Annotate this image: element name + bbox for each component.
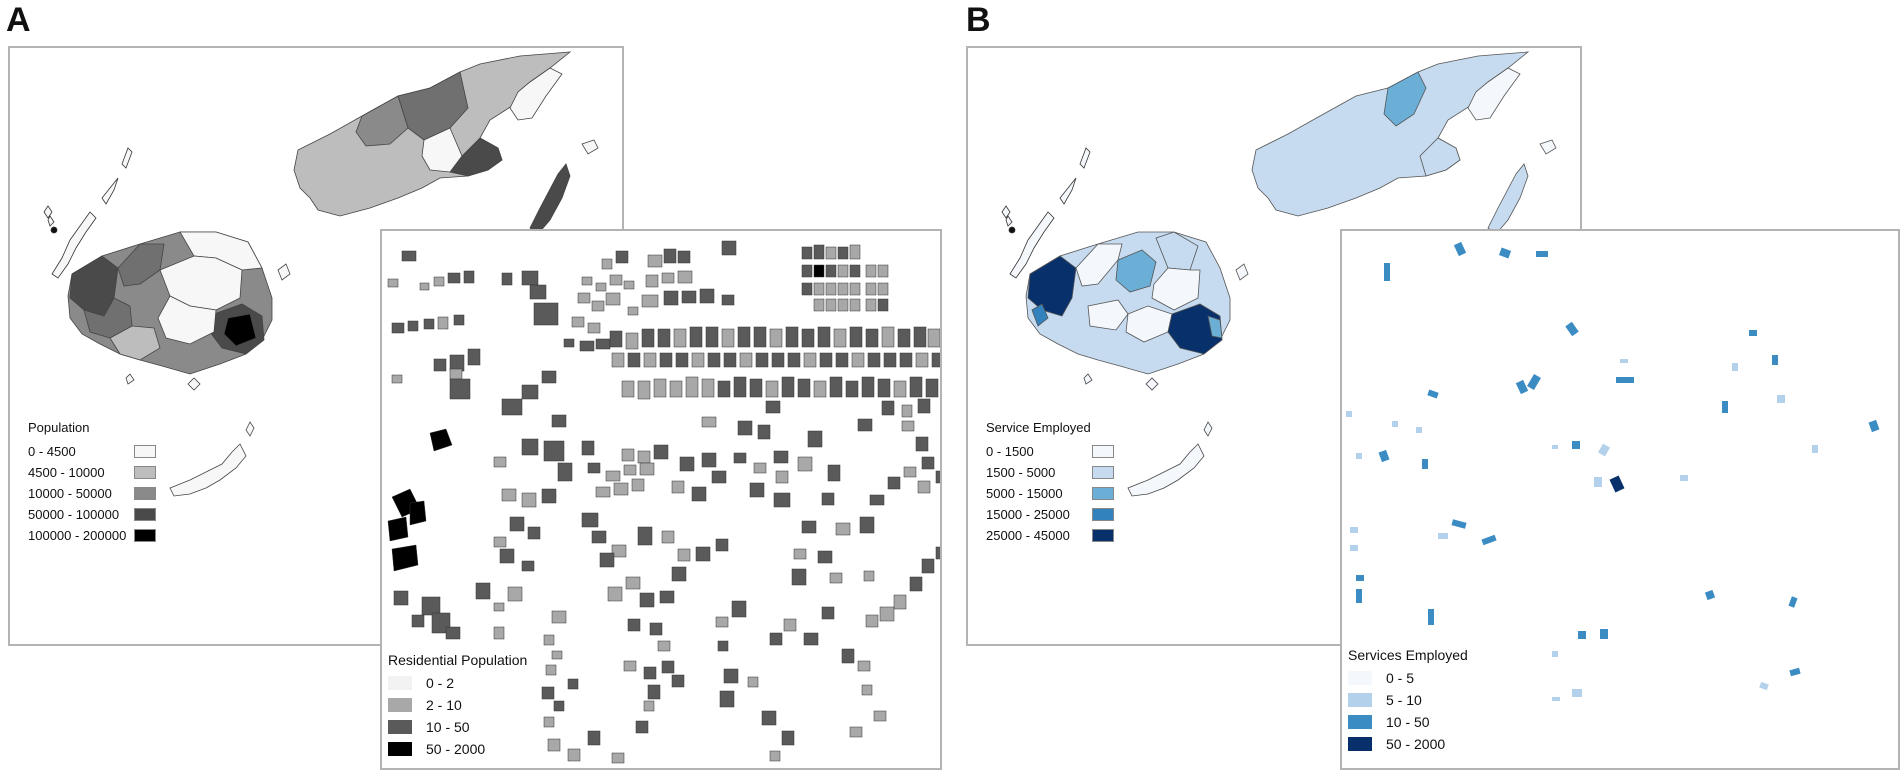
legend-swatch bbox=[1348, 671, 1372, 685]
legend-title: Services Employed bbox=[1348, 647, 1468, 663]
legend-label: 1500 - 5000 bbox=[986, 465, 1056, 480]
legend-row: 0 - 2 bbox=[388, 672, 538, 694]
legend-row: 0 - 4500 bbox=[28, 441, 156, 462]
legend-swatch bbox=[134, 487, 156, 500]
legend-label: 50 - 2000 bbox=[1386, 736, 1446, 752]
legend-title: Population bbox=[28, 420, 90, 435]
legend-row: 100000 - 200000 bbox=[28, 525, 156, 546]
service-buildings bbox=[1346, 241, 1880, 701]
legend-row: 10 - 50 bbox=[1348, 711, 1488, 733]
legend-swatch bbox=[1092, 529, 1114, 542]
legend-label: 15000 - 25000 bbox=[986, 507, 1070, 522]
legend-swatch bbox=[388, 742, 412, 756]
legend-row: 50000 - 100000 bbox=[28, 504, 156, 525]
legend-row: 50 - 2000 bbox=[1348, 733, 1488, 755]
yasawa-islands bbox=[1001, 147, 1091, 279]
legend-swatch bbox=[1348, 693, 1372, 707]
legend-row: 2 - 10 bbox=[388, 694, 538, 716]
panel-a-buildings-svg bbox=[387, 240, 940, 764]
panel-a-letter: A bbox=[6, 1, 31, 39]
legend-swatch bbox=[388, 720, 412, 734]
legend-swatch bbox=[1348, 737, 1372, 751]
legend-swatch bbox=[1092, 466, 1114, 479]
legend-row: 5000 - 15000 bbox=[986, 483, 1114, 504]
panel-b-letter: B bbox=[966, 1, 991, 39]
vanua-levu-island bbox=[293, 51, 599, 235]
legend-row: 50 - 2000 bbox=[388, 738, 538, 760]
legend-title: Service Employed bbox=[986, 420, 1091, 435]
legend-swatch bbox=[388, 698, 412, 712]
panel-b-island-svg bbox=[1001, 51, 1557, 497]
legend-label: 10 - 50 bbox=[426, 719, 470, 735]
panel-a-inset-legend: Residential Population 0 - 2 2 - 10 10 -… bbox=[388, 652, 538, 760]
panel-b-island-legend: Service Employed 0 - 1500 1500 - 5000 50… bbox=[986, 420, 1114, 546]
panel-b-buildings-svg bbox=[1346, 241, 1880, 701]
legend-label: 50000 - 100000 bbox=[28, 507, 120, 522]
legend-label: 0 - 1500 bbox=[986, 444, 1034, 459]
kadavu-island bbox=[1083, 373, 1213, 497]
legend-label: 0 - 4500 bbox=[28, 444, 76, 459]
legend-label: 5 - 10 bbox=[1386, 692, 1422, 708]
panel-a-island-svg bbox=[43, 51, 599, 497]
legend-row: 10 - 50 bbox=[388, 716, 538, 738]
legend-row: 0 - 1500 bbox=[986, 441, 1114, 462]
legend-label: 0 - 2 bbox=[426, 675, 455, 691]
viti-levu-island bbox=[67, 231, 291, 375]
legend-label: 4500 - 10000 bbox=[28, 465, 105, 480]
legend-swatch bbox=[1348, 715, 1372, 729]
legend-label: 5000 - 15000 bbox=[986, 486, 1063, 501]
legend-row: 25000 - 45000 bbox=[986, 525, 1114, 546]
legend-label: 0 - 5 bbox=[1386, 670, 1415, 686]
legend-row: 0 - 5 bbox=[1348, 667, 1488, 689]
panel-a-building-inset: Residential Population 0 - 2 2 - 10 10 -… bbox=[380, 229, 942, 770]
legend-label: 10 - 50 bbox=[1386, 714, 1430, 730]
legend-swatch bbox=[1092, 487, 1114, 500]
legend-swatch bbox=[1092, 445, 1114, 458]
legend-label: 2 - 10 bbox=[426, 697, 462, 713]
panel-a-island-legend: Population 0 - 4500 4500 - 10000 10000 -… bbox=[28, 420, 156, 546]
kadavu-island bbox=[125, 373, 255, 497]
legend-swatch bbox=[134, 445, 156, 458]
legend-label: 100000 - 200000 bbox=[28, 528, 127, 543]
panel-b-inset-legend: Services Employed 0 - 5 5 - 10 10 - 50 5… bbox=[1348, 647, 1488, 755]
viti-levu-island bbox=[1025, 231, 1249, 375]
vanua-levu-island bbox=[1251, 51, 1557, 235]
legend-title: Residential Population bbox=[388, 652, 528, 668]
legend-row: 5 - 10 bbox=[1348, 689, 1488, 711]
legend-row: 1500 - 5000 bbox=[986, 462, 1114, 483]
residential-buildings bbox=[387, 240, 940, 764]
legend-row: 15000 - 25000 bbox=[986, 504, 1114, 525]
legend-swatch bbox=[134, 466, 156, 479]
legend-swatch bbox=[1092, 508, 1114, 521]
legend-swatch bbox=[134, 508, 156, 521]
panel-b-building-inset: Services Employed 0 - 5 5 - 10 10 - 50 5… bbox=[1340, 229, 1900, 770]
legend-row: 10000 - 50000 bbox=[28, 483, 156, 504]
legend-row: 4500 - 10000 bbox=[28, 462, 156, 483]
legend-swatch bbox=[134, 529, 156, 542]
yasawa-islands bbox=[43, 147, 133, 279]
legend-label: 25000 - 45000 bbox=[986, 528, 1070, 543]
legend-swatch bbox=[388, 676, 412, 690]
legend-label: 50 - 2000 bbox=[426, 741, 486, 757]
legend-label: 10000 - 50000 bbox=[28, 486, 112, 501]
